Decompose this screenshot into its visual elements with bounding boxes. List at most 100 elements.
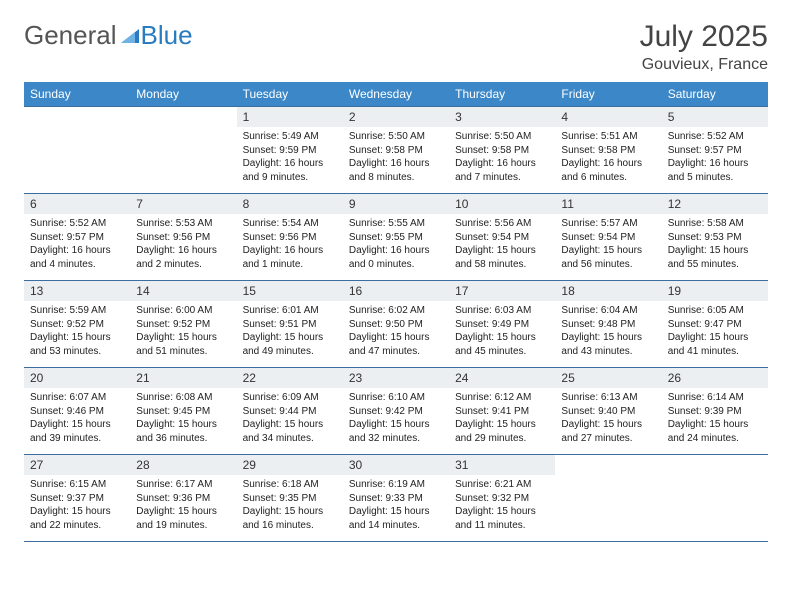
calendar-week-row: 27Sunrise: 6:15 AMSunset: 9:37 PMDayligh… bbox=[24, 455, 768, 542]
calendar-cell: 19Sunrise: 6:05 AMSunset: 9:47 PMDayligh… bbox=[662, 281, 768, 368]
calendar-cell: 9Sunrise: 5:55 AMSunset: 9:55 PMDaylight… bbox=[343, 194, 449, 281]
day-number: 30 bbox=[343, 455, 449, 475]
calendar-cell: .. bbox=[130, 107, 236, 194]
day-details: Sunrise: 5:52 AMSunset: 9:57 PMDaylight:… bbox=[662, 127, 768, 187]
day-number: 9 bbox=[343, 194, 449, 214]
day-number: 17 bbox=[449, 281, 555, 301]
day-number: 11 bbox=[555, 194, 661, 214]
day-number: 14 bbox=[130, 281, 236, 301]
day-details: Sunrise: 5:52 AMSunset: 9:57 PMDaylight:… bbox=[24, 214, 130, 274]
calendar-cell: 8Sunrise: 5:54 AMSunset: 9:56 PMDaylight… bbox=[237, 194, 343, 281]
day-details: Sunrise: 6:07 AMSunset: 9:46 PMDaylight:… bbox=[24, 388, 130, 448]
day-of-week-header: Sunday bbox=[24, 82, 130, 107]
day-number: 7 bbox=[130, 194, 236, 214]
brand-part2: Blue bbox=[141, 20, 193, 51]
day-details: Sunrise: 6:00 AMSunset: 9:52 PMDaylight:… bbox=[130, 301, 236, 361]
day-number: 5 bbox=[662, 107, 768, 127]
calendar-cell: 7Sunrise: 5:53 AMSunset: 9:56 PMDaylight… bbox=[130, 194, 236, 281]
day-details: Sunrise: 6:12 AMSunset: 9:41 PMDaylight:… bbox=[449, 388, 555, 448]
calendar-cell: 14Sunrise: 6:00 AMSunset: 9:52 PMDayligh… bbox=[130, 281, 236, 368]
day-number: 24 bbox=[449, 368, 555, 388]
calendar-week-row: 6Sunrise: 5:52 AMSunset: 9:57 PMDaylight… bbox=[24, 194, 768, 281]
day-number: 29 bbox=[237, 455, 343, 475]
calendar-cell: .. bbox=[662, 455, 768, 542]
day-details: Sunrise: 6:05 AMSunset: 9:47 PMDaylight:… bbox=[662, 301, 768, 361]
day-details: Sunrise: 6:17 AMSunset: 9:36 PMDaylight:… bbox=[130, 475, 236, 535]
day-number: 27 bbox=[24, 455, 130, 475]
day-number: 1 bbox=[237, 107, 343, 127]
day-number: 28 bbox=[130, 455, 236, 475]
calendar-cell: 22Sunrise: 6:09 AMSunset: 9:44 PMDayligh… bbox=[237, 368, 343, 455]
calendar-cell: 27Sunrise: 6:15 AMSunset: 9:37 PMDayligh… bbox=[24, 455, 130, 542]
location-label: Gouvieux, France bbox=[640, 56, 768, 74]
calendar-cell: 16Sunrise: 6:02 AMSunset: 9:50 PMDayligh… bbox=[343, 281, 449, 368]
day-number: 16 bbox=[343, 281, 449, 301]
day-number: 3 bbox=[449, 107, 555, 127]
day-details: Sunrise: 5:57 AMSunset: 9:54 PMDaylight:… bbox=[555, 214, 661, 274]
day-details: Sunrise: 5:49 AMSunset: 9:59 PMDaylight:… bbox=[237, 127, 343, 187]
day-number: 2 bbox=[343, 107, 449, 127]
day-number: 22 bbox=[237, 368, 343, 388]
day-number: 6 bbox=[24, 194, 130, 214]
day-details: Sunrise: 6:10 AMSunset: 9:42 PMDaylight:… bbox=[343, 388, 449, 448]
day-details: Sunrise: 5:59 AMSunset: 9:52 PMDaylight:… bbox=[24, 301, 130, 361]
day-details: Sunrise: 5:58 AMSunset: 9:53 PMDaylight:… bbox=[662, 214, 768, 274]
calendar-cell: 12Sunrise: 5:58 AMSunset: 9:53 PMDayligh… bbox=[662, 194, 768, 281]
day-details: Sunrise: 6:04 AMSunset: 9:48 PMDaylight:… bbox=[555, 301, 661, 361]
day-number: 19 bbox=[662, 281, 768, 301]
calendar-cell: 18Sunrise: 6:04 AMSunset: 9:48 PMDayligh… bbox=[555, 281, 661, 368]
calendar-cell: 26Sunrise: 6:14 AMSunset: 9:39 PMDayligh… bbox=[662, 368, 768, 455]
calendar-cell: 13Sunrise: 5:59 AMSunset: 9:52 PMDayligh… bbox=[24, 281, 130, 368]
calendar-cell: 15Sunrise: 6:01 AMSunset: 9:51 PMDayligh… bbox=[237, 281, 343, 368]
day-number: 23 bbox=[343, 368, 449, 388]
day-number: 20 bbox=[24, 368, 130, 388]
calendar-cell: 24Sunrise: 6:12 AMSunset: 9:41 PMDayligh… bbox=[449, 368, 555, 455]
day-details: Sunrise: 5:54 AMSunset: 9:56 PMDaylight:… bbox=[237, 214, 343, 274]
day-details: Sunrise: 6:02 AMSunset: 9:50 PMDaylight:… bbox=[343, 301, 449, 361]
day-number: 12 bbox=[662, 194, 768, 214]
day-details: Sunrise: 6:13 AMSunset: 9:40 PMDaylight:… bbox=[555, 388, 661, 448]
calendar-cell: 25Sunrise: 6:13 AMSunset: 9:40 PMDayligh… bbox=[555, 368, 661, 455]
calendar-cell: 10Sunrise: 5:56 AMSunset: 9:54 PMDayligh… bbox=[449, 194, 555, 281]
calendar-cell: 28Sunrise: 6:17 AMSunset: 9:36 PMDayligh… bbox=[130, 455, 236, 542]
calendar-cell: 2Sunrise: 5:50 AMSunset: 9:58 PMDaylight… bbox=[343, 107, 449, 194]
calendar-table: SundayMondayTuesdayWednesdayThursdayFrid… bbox=[24, 82, 768, 542]
day-of-week-header: Tuesday bbox=[237, 82, 343, 107]
day-details: Sunrise: 5:53 AMSunset: 9:56 PMDaylight:… bbox=[130, 214, 236, 274]
logo-triangle-icon bbox=[121, 29, 139, 43]
calendar-cell: 29Sunrise: 6:18 AMSunset: 9:35 PMDayligh… bbox=[237, 455, 343, 542]
day-number: 25 bbox=[555, 368, 661, 388]
day-details: Sunrise: 6:21 AMSunset: 9:32 PMDaylight:… bbox=[449, 475, 555, 535]
calendar-week-row: 13Sunrise: 5:59 AMSunset: 9:52 PMDayligh… bbox=[24, 281, 768, 368]
calendar-cell: 21Sunrise: 6:08 AMSunset: 9:45 PMDayligh… bbox=[130, 368, 236, 455]
day-of-week-header: Wednesday bbox=[343, 82, 449, 107]
day-details: Sunrise: 5:50 AMSunset: 9:58 PMDaylight:… bbox=[343, 127, 449, 187]
month-title: July 2025 bbox=[640, 20, 768, 54]
calendar-cell: 11Sunrise: 5:57 AMSunset: 9:54 PMDayligh… bbox=[555, 194, 661, 281]
day-number: 26 bbox=[662, 368, 768, 388]
day-details: Sunrise: 5:50 AMSunset: 9:58 PMDaylight:… bbox=[449, 127, 555, 187]
calendar-cell: 20Sunrise: 6:07 AMSunset: 9:46 PMDayligh… bbox=[24, 368, 130, 455]
brand-part1: General bbox=[24, 20, 117, 51]
day-number: 8 bbox=[237, 194, 343, 214]
day-details: Sunrise: 6:01 AMSunset: 9:51 PMDaylight:… bbox=[237, 301, 343, 361]
calendar-week-row: 20Sunrise: 6:07 AMSunset: 9:46 PMDayligh… bbox=[24, 368, 768, 455]
calendar-cell: 4Sunrise: 5:51 AMSunset: 9:58 PMDaylight… bbox=[555, 107, 661, 194]
day-of-week-header: Monday bbox=[130, 82, 236, 107]
page-header: General Blue July 2025 Gouvieux, France bbox=[24, 20, 768, 74]
calendar-cell: 31Sunrise: 6:21 AMSunset: 9:32 PMDayligh… bbox=[449, 455, 555, 542]
brand-logo: General Blue bbox=[24, 20, 193, 51]
day-details: Sunrise: 6:19 AMSunset: 9:33 PMDaylight:… bbox=[343, 475, 449, 535]
day-number: 18 bbox=[555, 281, 661, 301]
day-details: Sunrise: 6:18 AMSunset: 9:35 PMDaylight:… bbox=[237, 475, 343, 535]
day-number: 31 bbox=[449, 455, 555, 475]
day-details: Sunrise: 5:56 AMSunset: 9:54 PMDaylight:… bbox=[449, 214, 555, 274]
calendar-cell: 1Sunrise: 5:49 AMSunset: 9:59 PMDaylight… bbox=[237, 107, 343, 194]
day-details: Sunrise: 6:15 AMSunset: 9:37 PMDaylight:… bbox=[24, 475, 130, 535]
calendar-cell: 6Sunrise: 5:52 AMSunset: 9:57 PMDaylight… bbox=[24, 194, 130, 281]
calendar-cell: 17Sunrise: 6:03 AMSunset: 9:49 PMDayligh… bbox=[449, 281, 555, 368]
day-details: Sunrise: 6:09 AMSunset: 9:44 PMDaylight:… bbox=[237, 388, 343, 448]
day-number: 15 bbox=[237, 281, 343, 301]
day-of-week-header: Saturday bbox=[662, 82, 768, 107]
calendar-week-row: ....1Sunrise: 5:49 AMSunset: 9:59 PMDayl… bbox=[24, 107, 768, 194]
